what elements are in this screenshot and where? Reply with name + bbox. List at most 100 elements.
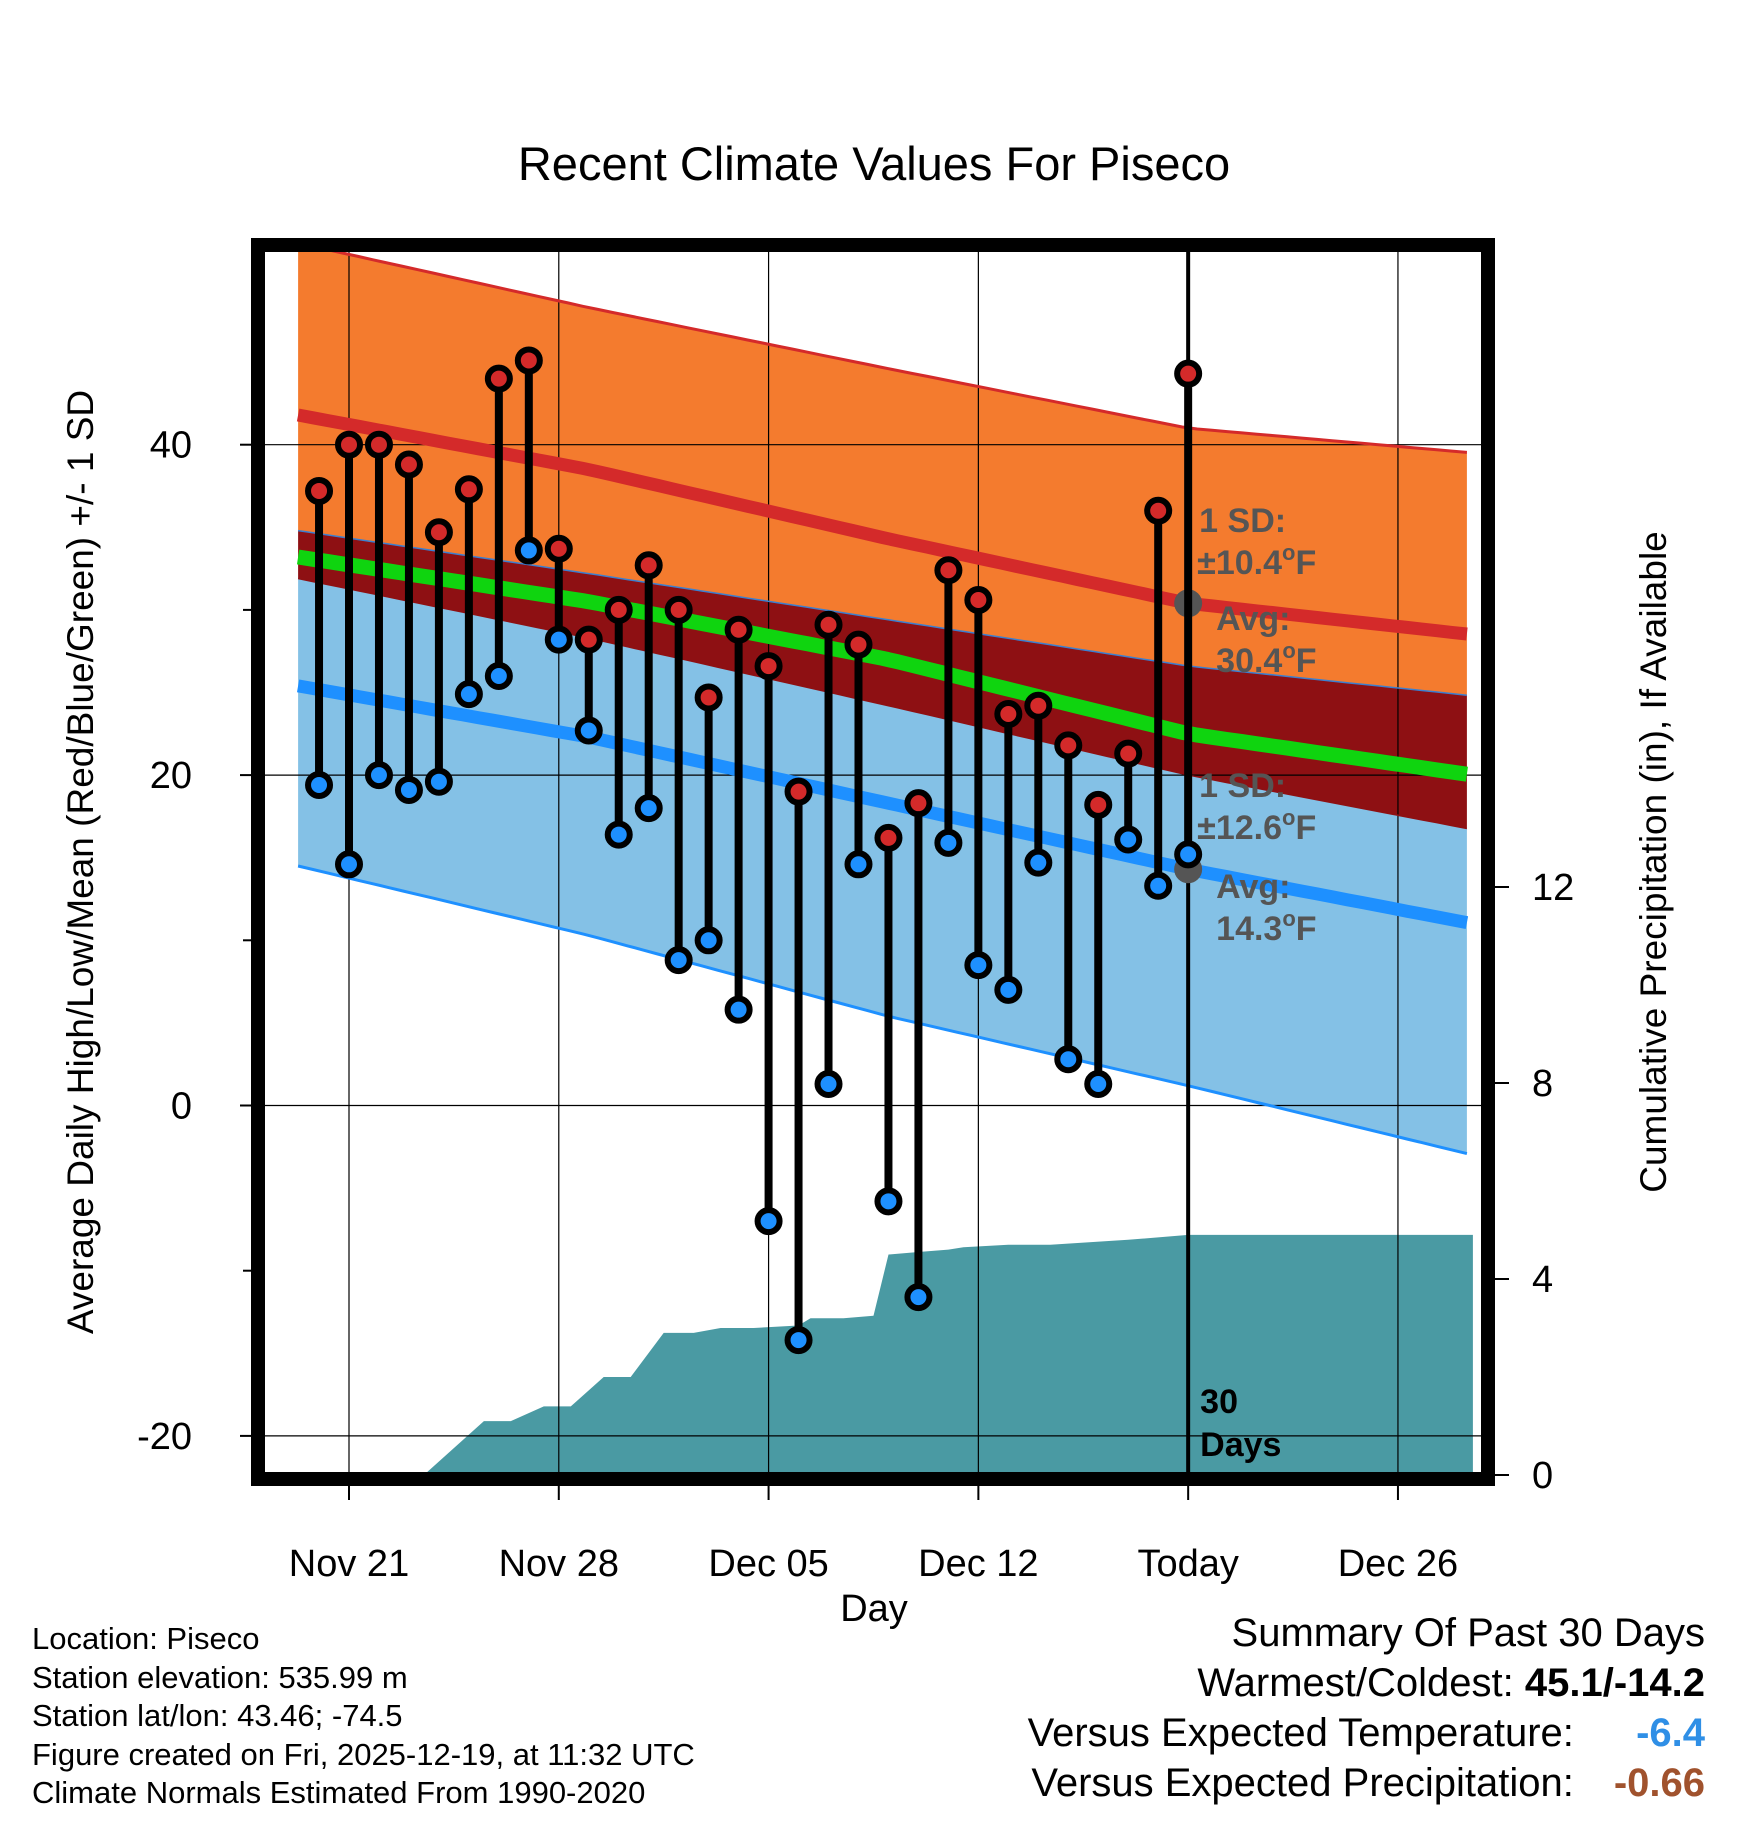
- low-point: [484, 661, 513, 690]
- low-point: [844, 850, 873, 879]
- low-point: [364, 761, 393, 790]
- high-point: [904, 789, 933, 818]
- low-point: [964, 951, 993, 980]
- summary-warm-cold: Warmest/Coldest: 45.1/-14.2: [1028, 1658, 1705, 1708]
- temp-label: Versus Expected Temperature:: [1027, 1711, 1574, 1755]
- high-point: [964, 585, 993, 614]
- low-point: [454, 680, 483, 709]
- day-obs-13: [664, 595, 693, 975]
- day-obs-5: [424, 518, 453, 796]
- day-obs-9: [544, 534, 573, 654]
- low-average-label: Avg:: [1216, 868, 1290, 906]
- temp-value: -6.4: [1636, 1711, 1705, 1755]
- day-obs-28: [1114, 739, 1143, 854]
- summary-title: Summary Of Past 30 Days: [1231, 1611, 1705, 1655]
- warm-cold-label: Warmest/Coldest:: [1197, 1661, 1514, 1705]
- high-point: [634, 551, 663, 580]
- high-point: [604, 595, 633, 624]
- high-point: [1084, 790, 1113, 819]
- chart-title: Recent Climate Values For Piseco: [518, 137, 1230, 190]
- day-obs-7: [484, 364, 513, 690]
- high-point: [305, 476, 334, 505]
- y-right-tick-label-1: 8: [1532, 1063, 1553, 1105]
- low-point: [424, 767, 453, 796]
- low-point: [574, 716, 603, 745]
- day-obs-29: [1144, 496, 1173, 900]
- day-obs-26: [1054, 731, 1083, 1074]
- created-text: Figure created on Fri, 2025-12-19, at 11…: [32, 1736, 695, 1772]
- low-average-value: 14.3oF: [1216, 906, 1316, 948]
- high-lower-line: [297, 529, 1467, 696]
- x-tick-label-5: Dec 26: [1338, 1543, 1458, 1585]
- axes: Nov 21 Nov 28 Dec 05 Dec 12 Today Dec 2640200…: [137, 425, 1574, 1585]
- plot-frame: [251, 238, 1495, 1486]
- high-point: [934, 556, 963, 585]
- low-point: [634, 794, 663, 823]
- low-point: [784, 1326, 813, 1355]
- normals-text: Climate Normals Estimated From 1990-2020: [32, 1775, 646, 1810]
- summary-panel: Summary Of Past 30 Days Warmest/Coldest:…: [1028, 1608, 1705, 1808]
- y-right-tick-label-0: 12: [1532, 867, 1574, 909]
- precipitation-area: [423, 1234, 1473, 1475]
- latlon-text: Station lat/lon: 43.46; -74.5: [32, 1698, 403, 1733]
- y-left-tick-label-0: 40: [150, 425, 192, 467]
- high-point: [844, 630, 873, 659]
- day-obs-22: [934, 556, 963, 857]
- normal-lines: [296, 249, 1469, 1156]
- day-obs-14: [694, 683, 723, 955]
- summary-temp: Versus Expected Temperature: -6.4: [1028, 1708, 1705, 1758]
- high-point: [1114, 739, 1143, 768]
- low-point: [1174, 840, 1203, 869]
- precip-value: -0.66: [1613, 1761, 1705, 1805]
- high-point: [424, 518, 453, 547]
- high-point: [784, 777, 813, 806]
- y-left-tick-label-3: -20: [137, 1416, 192, 1458]
- high-point: [364, 430, 393, 459]
- x-tick-label-4: Today: [1137, 1543, 1238, 1585]
- days-count-label: 30: [1200, 1383, 1238, 1421]
- high-point: [1054, 731, 1083, 760]
- station-info: Location: Piseco Station elevation: 535.…: [32, 1620, 695, 1813]
- x-axis-label: Day: [840, 1588, 908, 1630]
- high-point: [484, 364, 513, 393]
- day-obs-19: [844, 630, 873, 879]
- day-obs-10: [574, 625, 603, 745]
- high-point: [694, 683, 723, 712]
- high-point: [454, 475, 483, 504]
- day-obs-17: [784, 777, 813, 1355]
- low-point: [904, 1283, 933, 1312]
- x-tick-label-2: Dec 05: [708, 1543, 828, 1585]
- high-upper-line: [317, 249, 1468, 454]
- high-point: [1174, 359, 1203, 388]
- low-point: [604, 820, 633, 849]
- low-average-line: [296, 679, 1469, 929]
- day-obs-30: [1174, 359, 1203, 869]
- high-average-label: Avg:: [1216, 600, 1290, 638]
- low-point: [1054, 1045, 1083, 1074]
- high-point: [1024, 691, 1053, 720]
- low-sd-label: 1 SD:: [1199, 767, 1286, 805]
- day-obs-2: [335, 430, 363, 879]
- high-sd-value: ±10.4oF: [1197, 540, 1316, 582]
- day-obs-25: [1024, 691, 1053, 877]
- low-point: [664, 946, 693, 975]
- y-left-tick-label-1: 20: [150, 755, 192, 797]
- low-upper-line: [297, 577, 1468, 830]
- high-average-value: 30.4oF: [1216, 638, 1316, 680]
- high-sd-label: 1 SD:: [1199, 502, 1286, 540]
- y-left-tick-label-2: 0: [171, 1086, 192, 1128]
- y-axis-left-label: Average Daily High/Low/Mean (Red/Blue/Gr…: [60, 390, 101, 1334]
- low-point: [934, 828, 963, 857]
- warm-cold-value: 45.1/-14.2: [1524, 1661, 1705, 1705]
- high-point: [754, 652, 783, 681]
- high-average-line: [296, 408, 1468, 641]
- low-sd-value: ±12.6oF: [1197, 805, 1316, 847]
- x-tick-label-0: Nov 21: [289, 1543, 409, 1585]
- high-point: [514, 346, 543, 375]
- high-point: [394, 450, 423, 479]
- low-point: [1144, 871, 1173, 900]
- high-point: [724, 615, 753, 644]
- y-right-tick-label-3: 0: [1532, 1455, 1553, 1497]
- y-right-tick-label-2: 4: [1532, 1259, 1553, 1301]
